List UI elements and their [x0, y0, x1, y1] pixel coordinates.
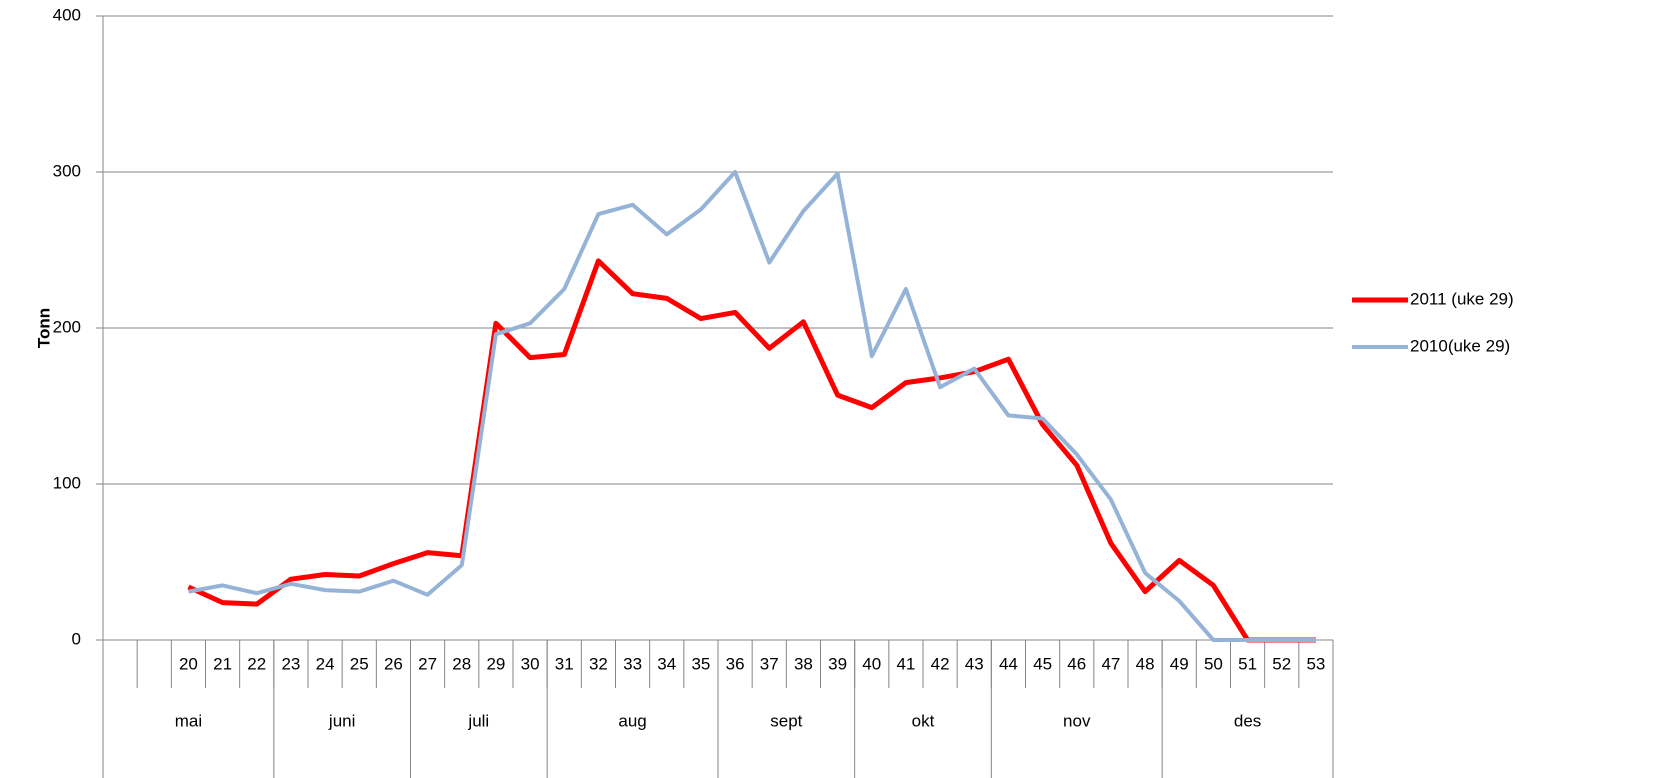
x-tick-label: 34 [657, 654, 676, 673]
month-label: aug [618, 711, 646, 730]
x-tick-label: 44 [999, 654, 1018, 673]
month-label: okt [912, 711, 935, 730]
series-line [188, 170, 1316, 642]
x-tick-label: 53 [1306, 654, 1325, 673]
x-tick-label: 29 [486, 654, 505, 673]
legend-label: 2010(uke 29) [1410, 336, 1510, 355]
month-label: des [1234, 711, 1261, 730]
month-label: mai [175, 711, 202, 730]
month-label: nov [1063, 711, 1091, 730]
x-tick-label: 37 [760, 654, 779, 673]
x-tick-label: 51 [1238, 654, 1257, 673]
x-tick-label: 52 [1272, 654, 1291, 673]
legend-label: 2011 (uke 29) [1410, 289, 1514, 308]
x-tick-label: 25 [350, 654, 369, 673]
y-tick-label: 300 [53, 161, 81, 180]
y-tick-label: 0 [72, 629, 81, 648]
x-tick-label: 30 [521, 654, 540, 673]
x-tick-label: 45 [1033, 654, 1052, 673]
month-label: juni [328, 711, 355, 730]
x-tick-label: 38 [794, 654, 813, 673]
x-tick-label: 21 [213, 654, 232, 673]
x-tick-label: 22 [247, 654, 266, 673]
x-tick-label: 36 [726, 654, 745, 673]
x-tick-label: 48 [1136, 654, 1155, 673]
x-tick-label: 20 [179, 654, 198, 673]
x-tick-label: 41 [896, 654, 915, 673]
y-tick-label: 200 [53, 317, 81, 336]
x-tick-label: 32 [589, 654, 608, 673]
y-axis-label: Tonn [34, 308, 53, 348]
x-tick-label: 28 [452, 654, 471, 673]
x-tick-label: 40 [862, 654, 881, 673]
y-tick-label: 400 [53, 5, 81, 24]
y-tick-label: 100 [53, 473, 81, 492]
series-line [187, 258, 1316, 643]
month-label: juli [467, 711, 489, 730]
x-tick-label: 42 [931, 654, 950, 673]
month-label: sept [770, 711, 802, 730]
x-tick-label: 31 [555, 654, 574, 673]
x-tick-label: 39 [828, 654, 847, 673]
x-tick-label: 46 [1067, 654, 1086, 673]
x-tick-label: 49 [1170, 654, 1189, 673]
x-tick-label: 23 [281, 654, 300, 673]
x-tick-label: 50 [1204, 654, 1223, 673]
x-tick-label: 43 [965, 654, 984, 673]
x-tick-label: 35 [691, 654, 710, 673]
x-tick-label: 33 [623, 654, 642, 673]
x-tick-label: 24 [316, 654, 335, 673]
x-tick-label: 26 [384, 654, 403, 673]
x-tick-label: 27 [418, 654, 437, 673]
x-tick-label: 47 [1101, 654, 1120, 673]
